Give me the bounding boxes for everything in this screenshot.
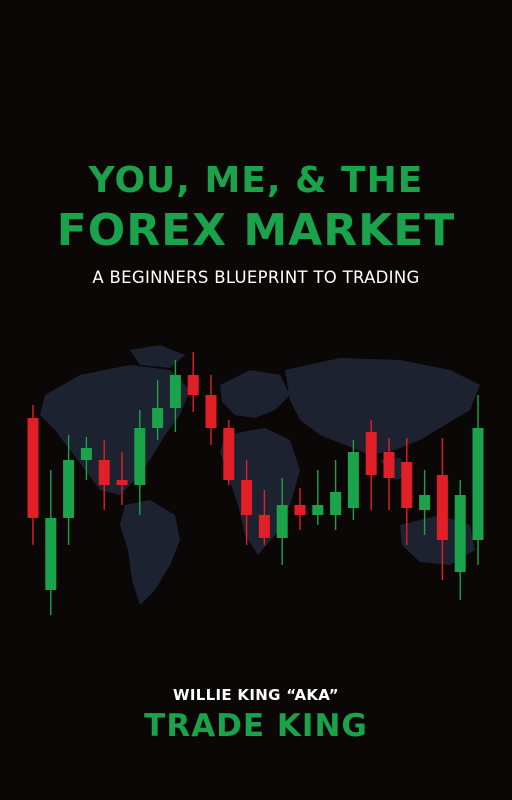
- candle-23-up: [419, 470, 431, 535]
- candle-body: [312, 505, 324, 515]
- candle-body: [45, 518, 57, 590]
- candle-6-down: [116, 452, 128, 505]
- candle-13-down: [241, 460, 253, 545]
- candle-body: [401, 462, 413, 508]
- candle-body: [276, 505, 288, 538]
- candle-1-down: [27, 405, 39, 545]
- candle-10-down: [187, 352, 199, 412]
- subtitle: A BEGINNERS BLUEPRINT TO TRADING: [92, 268, 420, 287]
- candle-body: [152, 408, 164, 428]
- candle-body: [347, 452, 359, 508]
- candle-body: [187, 375, 199, 395]
- candle-body: [80, 448, 92, 460]
- candle-body: [205, 395, 217, 428]
- candle-11-down: [205, 375, 217, 445]
- candle-body: [98, 460, 110, 485]
- candle-body: [472, 428, 484, 540]
- candle-18-up: [330, 460, 342, 530]
- candle-body: [258, 515, 270, 538]
- candle-16-down: [294, 488, 306, 530]
- candle-body: [27, 418, 39, 518]
- candle-body: [436, 475, 448, 540]
- title-line-1: YOU, ME, & THE: [88, 160, 424, 201]
- candle-body: [241, 480, 253, 515]
- candle-8-up: [152, 380, 164, 440]
- candlestick-chart-illustration: [27, 345, 484, 615]
- candle-26-up: [472, 395, 484, 565]
- title-line-2: FOREX MARKET: [56, 205, 456, 256]
- candle-22-down: [401, 438, 413, 545]
- candle-12-down: [223, 420, 235, 485]
- candle-3-up: [63, 435, 75, 545]
- candle-body: [454, 495, 466, 572]
- candle-body: [63, 460, 75, 518]
- candle-20-down: [365, 420, 377, 510]
- candle-body: [223, 428, 235, 480]
- candle-24-down: [436, 438, 448, 580]
- candle-body: [134, 428, 146, 485]
- candle-body: [383, 452, 395, 478]
- candle-4-up: [80, 437, 92, 480]
- candle-17-up: [312, 470, 324, 525]
- candle-body: [116, 480, 128, 485]
- candle-21-down: [383, 438, 395, 510]
- candle-2-up: [45, 470, 57, 615]
- candle-9-up: [169, 360, 181, 432]
- candle-5-down: [98, 440, 110, 510]
- candle-body: [330, 492, 342, 515]
- author-alias: TRADE KING: [144, 708, 368, 744]
- candle-25-up: [454, 480, 466, 600]
- candle-15-up: [276, 478, 288, 565]
- candle-body: [294, 505, 306, 515]
- candle-body: [365, 432, 377, 475]
- candle-14-down: [258, 490, 270, 545]
- candle-body: [169, 375, 181, 408]
- author-line: WILLIE KING “AKA”: [173, 686, 339, 704]
- candle-7-up: [134, 410, 146, 515]
- candle-19-up: [347, 440, 359, 520]
- candle-body: [419, 495, 431, 510]
